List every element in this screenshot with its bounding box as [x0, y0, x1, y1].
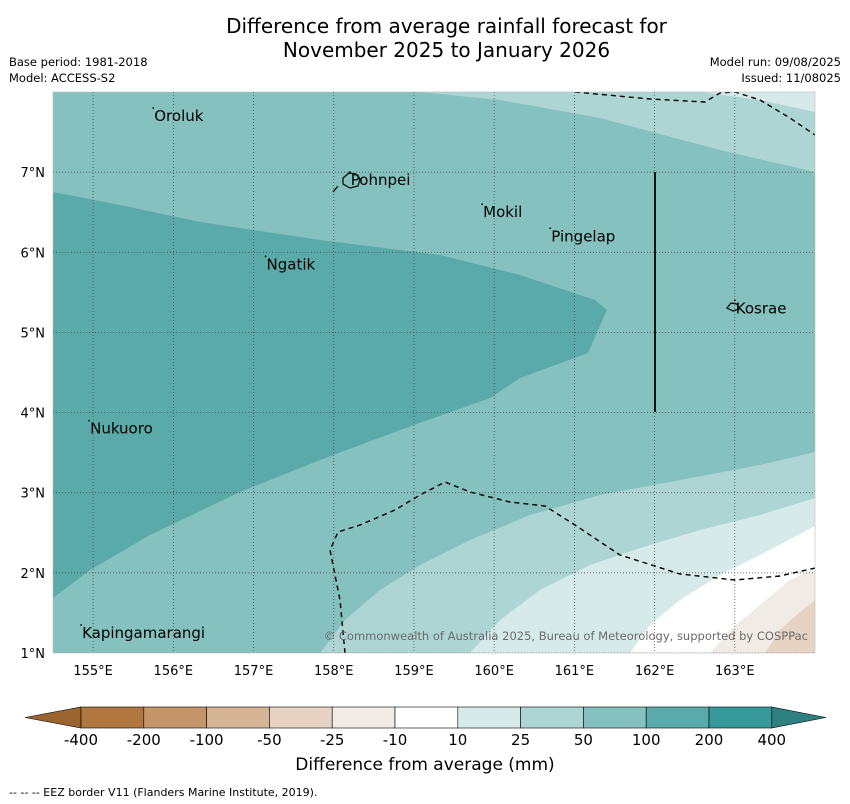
- meta-left: Base period: 1981-2018 Model: ACCESS-S2: [9, 54, 148, 86]
- place-label: Kapingamarangi: [82, 624, 205, 642]
- model-run: Model run: 09/08/2025: [709, 55, 841, 69]
- copyright-text: © Commonwealth of Australia 2025, Bureau…: [324, 629, 808, 643]
- place-label: Pohnpei: [351, 171, 411, 189]
- lat-tick-label: 3°N: [21, 487, 46, 502]
- eez-border-fragment: [332, 185, 339, 193]
- issued-date: Issued: 11/08025: [741, 71, 841, 85]
- place-labels: Oroluk Pohnpei Mokil Pingelap Ngatik Kosrae Nu…: [80, 107, 786, 642]
- colorbar-tick-label: 10: [448, 731, 467, 749]
- colorbar: -400 -200 -100 -50 -25 -10 10 25 50 100 200 400: [24, 706, 827, 749]
- map-frame: [52, 91, 816, 654]
- place-marker: [80, 624, 82, 626]
- place-marker: [549, 227, 552, 230]
- colorbar-segment: [331, 706, 396, 729]
- place-marker: [264, 255, 267, 258]
- lon-tick-label: 159°E: [394, 664, 434, 679]
- map-title: Difference from average rainfall forecas…: [0, 14, 850, 62]
- colorbar-segment: [394, 706, 459, 729]
- lon-tick-label: 155°E: [73, 664, 113, 679]
- lon-tick-label: 163°E: [715, 664, 755, 679]
- lat-tick-label: 5°N: [21, 326, 46, 341]
- colorbar-tick-label: 25: [511, 731, 530, 749]
- colorbar-segment: [520, 706, 584, 729]
- lon-tick-label: 162°E: [635, 664, 675, 679]
- eez-note: -- -- -- EEZ border V11 (Flanders Marine…: [9, 786, 318, 799]
- place-label: Nukuoro: [90, 420, 153, 438]
- meta-right: Model run: 09/08/2025 Issued: 11/08025: [710, 54, 841, 86]
- colorbar-extend-low: [24, 706, 82, 729]
- band-minus50-minus25: [765, 600, 815, 653]
- colorbar-tick-label: 50: [574, 731, 593, 749]
- title-line-1: Difference from average rainfall forecas…: [226, 14, 667, 38]
- colorbar-segment: [143, 706, 207, 729]
- eez-border-north: [574, 92, 815, 136]
- place-marker: [152, 107, 155, 109]
- lon-tick-label: 158°E: [314, 664, 354, 679]
- rainfall-field: Oroluk Pohnpei Mokil Pingelap Ngatik Kosrae Nu…: [53, 92, 815, 653]
- lon-tick-label: 156°E: [154, 664, 194, 679]
- colorbar-segment: [708, 706, 773, 729]
- colorbar-segment: [645, 706, 710, 729]
- place-marker: [348, 171, 351, 174]
- colorbar-tick-label: -400: [64, 731, 98, 749]
- colorbar-segment: [80, 706, 145, 729]
- model-name: Model: ACCESS-S2: [9, 71, 116, 85]
- lon-tick-label: 160°E: [474, 664, 514, 679]
- longitude-ticks: 155°E 156°E 157°E 158°E 159°E 160°E 161°E 162°E…: [73, 664, 754, 679]
- colorbar-tick-label: 100: [632, 731, 661, 749]
- pohnpei-island-icon: [342, 172, 361, 189]
- colorbar-label: Difference from average (mm): [295, 755, 555, 775]
- colorbar-tick-label: -25: [320, 731, 345, 749]
- lat-tick-label: 1°N: [21, 647, 46, 662]
- colorbar-segment: [583, 706, 647, 729]
- lat-tick-label: 2°N: [21, 567, 46, 582]
- place-label: Pingelap: [551, 227, 615, 245]
- lat-tick-label: 7°N: [21, 166, 46, 181]
- eez-border-south: [329, 481, 815, 653]
- place-marker: [733, 299, 736, 302]
- colorbar-extend-high: [771, 706, 827, 729]
- place-label: Kosrae: [736, 299, 787, 317]
- band-10-25-north: [700, 92, 815, 112]
- colorbar-segment: [206, 706, 270, 729]
- lat-tick-label: 4°N: [21, 407, 46, 422]
- latitude-ticks: 7°N 6°N 5°N 4°N 3°N 2°N 1°N: [21, 166, 46, 662]
- colorbar-tick-label: -200: [127, 731, 161, 749]
- colorbar-tick-label: 200: [695, 731, 724, 749]
- colorbar-tick-label: -100: [190, 731, 224, 749]
- band-100-200: [53, 192, 607, 598]
- lon-tick-label: 157°E: [234, 664, 274, 679]
- colorbar-tick-label: -50: [257, 731, 282, 749]
- lon-tick-label: 161°E: [555, 664, 595, 679]
- base-period: Base period: 1981-2018: [9, 55, 148, 69]
- lat-tick-label: 6°N: [21, 246, 46, 261]
- place-marker: [88, 419, 90, 422]
- kosrae-island-icon: [726, 302, 740, 312]
- place-marker: [481, 203, 484, 206]
- place-label: Mokil: [483, 203, 522, 221]
- colorbar-tick-label: 400: [757, 731, 786, 749]
- colorbar-tick-label: -10: [383, 731, 408, 749]
- band-25-50-north: [420, 92, 815, 172]
- title-line-2: November 2025 to January 2026: [282, 38, 611, 62]
- colorbar-segment: [269, 706, 333, 729]
- place-label: Ngatik: [267, 255, 316, 273]
- place-label: Oroluk: [154, 107, 203, 125]
- colorbar-segment: [457, 706, 521, 729]
